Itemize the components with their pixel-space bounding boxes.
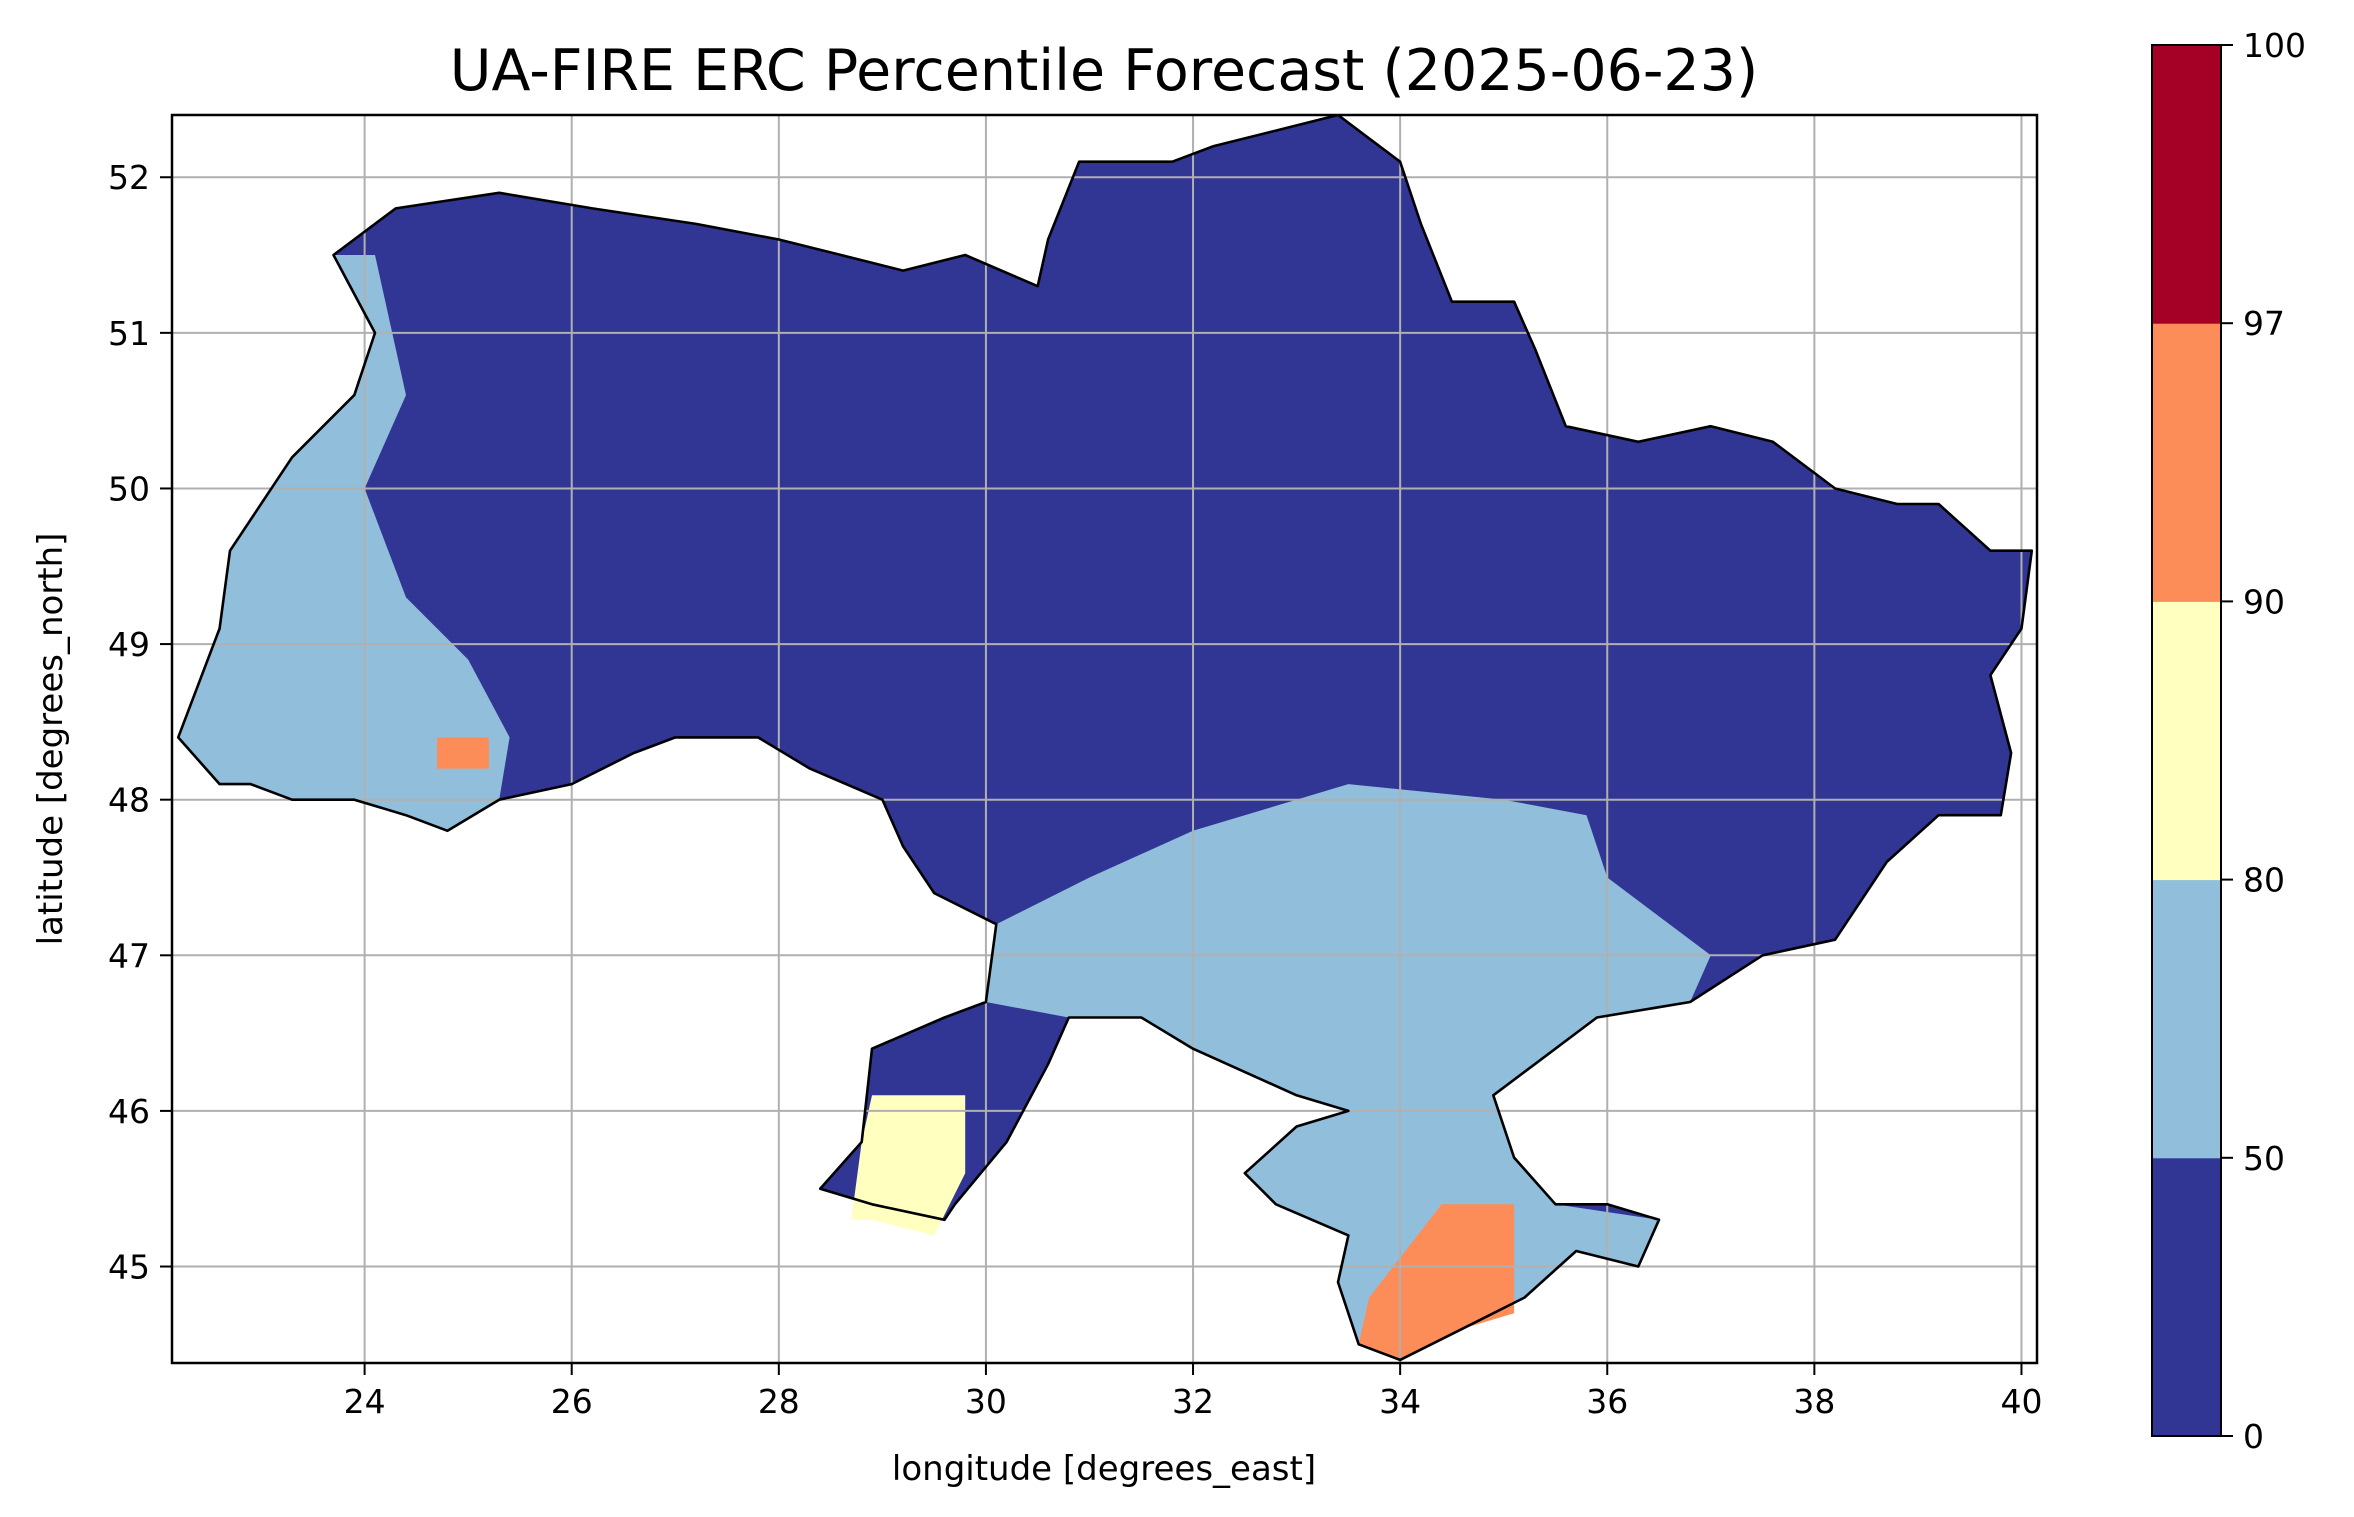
- colorbar-tick-label: 80: [2243, 861, 2285, 900]
- gridlines: [172, 115, 2037, 1363]
- colorbar-tick-label: 0: [2243, 1417, 2264, 1456]
- x-tick-label: 26: [551, 1382, 593, 1421]
- colorbar-segment: [2152, 601, 2221, 881]
- y-tick-label: 45: [108, 1248, 150, 1287]
- y-tick-label: 49: [108, 625, 150, 664]
- region-fill-south: [985, 784, 1711, 1360]
- y-axis-ticks: 45 46 47 48 49 50 51 52: [108, 158, 172, 1287]
- y-tick-label: 46: [108, 1092, 150, 1131]
- y-tick-label: 50: [108, 469, 150, 508]
- colorbar-tick-label: 97: [2243, 304, 2285, 343]
- region-fill-carpathian-west: [178, 255, 510, 831]
- colorbar-tick-label: 100: [2243, 26, 2306, 65]
- plot-frame: [170, 113, 2039, 1365]
- colorbar-segment: [2152, 879, 2221, 1159]
- x-tick-label: 30: [965, 1382, 1007, 1421]
- country-borders: [176, 115, 2034, 1362]
- x-tick-label: 36: [1586, 1382, 1628, 1421]
- x-tick-label: 38: [1793, 1382, 1835, 1421]
- colorbar-segment: [2152, 323, 2221, 602]
- x-tick-label: 28: [758, 1382, 800, 1421]
- y-tick-label: 48: [108, 781, 150, 820]
- region-fill-carpathian-hot-spot: [437, 737, 489, 769]
- x-tick-label: 34: [1379, 1382, 1421, 1421]
- x-axis-label: longitude [degrees_east]: [892, 1449, 1316, 1489]
- colorbar-segment: [2152, 45, 2221, 324]
- chart-title: UA-FIRE ERC Percentile Forecast (2025-06…: [450, 38, 1758, 104]
- y-tick-label: 51: [108, 314, 150, 353]
- y-axis-label: latitude [degrees_north]: [31, 533, 71, 946]
- x-tick-label: 32: [1172, 1382, 1214, 1421]
- country-fill: [178, 115, 2032, 1360]
- x-tick-label: 40: [2000, 1382, 2042, 1421]
- x-tick-label: 24: [344, 1382, 386, 1421]
- colorbar-segment: [2152, 1157, 2221, 1437]
- y-tick-label: 52: [108, 158, 150, 197]
- region-fill-danube-delta: [851, 1095, 966, 1236]
- colorbar: 0 50 80 90 97 100: [2151, 26, 2306, 1456]
- country-border: [176, 115, 2034, 1362]
- colorbar-tick-label: 90: [2243, 582, 2285, 621]
- y-tick-label: 47: [108, 936, 150, 975]
- colorbar-frame: [2151, 44, 2222, 1437]
- colorbar-tick-label: 50: [2243, 1139, 2285, 1178]
- x-axis-ticks: 24 26 28 30 32 34 36 38 40: [344, 1363, 2042, 1421]
- heatmap-cells: [178, 115, 2032, 1360]
